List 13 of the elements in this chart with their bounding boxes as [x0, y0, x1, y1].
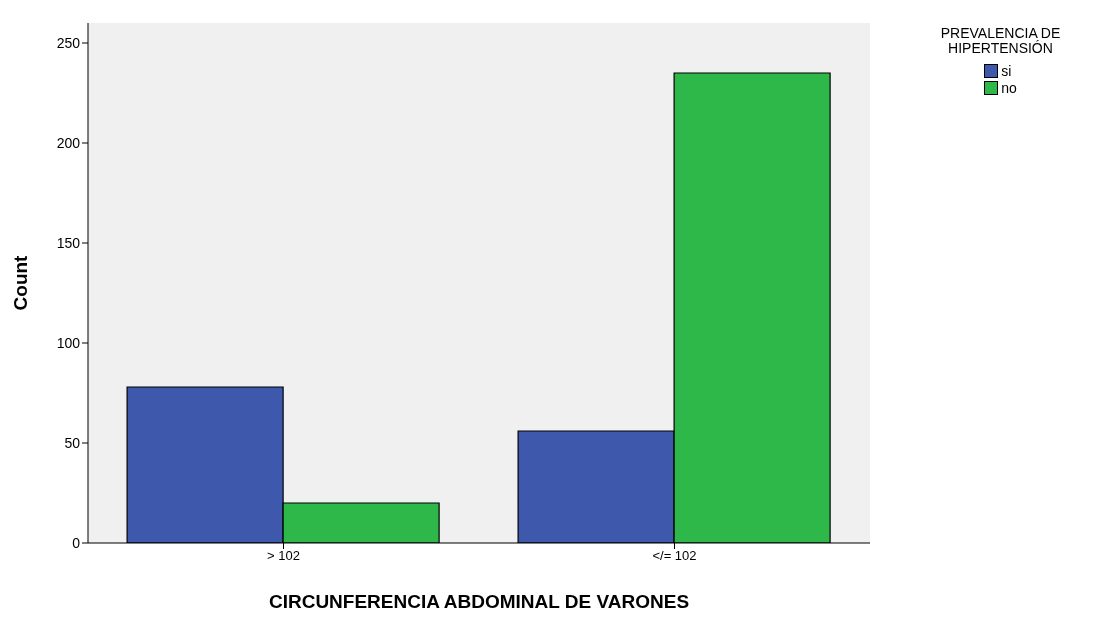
- x-tick-label: > 102: [267, 548, 300, 564]
- y-tick-label: 100: [56, 334, 81, 351]
- legend-label: no: [1001, 79, 1017, 96]
- y-tick-label: 150: [56, 234, 81, 251]
- y-tick-label: 200: [56, 134, 81, 151]
- y-tick-label: 250: [56, 34, 81, 51]
- y-tick-label: 50: [64, 434, 81, 451]
- y-tick-label: 0: [72, 534, 81, 551]
- x-tick-label: </= 102: [652, 548, 697, 564]
- legend-label: si: [1001, 62, 1012, 79]
- x-axis-title: CIRCUNFERENCIA ABDOMINAL DE VARONES: [268, 591, 690, 612]
- legend-title: PREVALENCIA DE HIPERTENSIÓN: [939, 25, 1062, 56]
- y-axis-title: Count: [9, 254, 31, 311]
